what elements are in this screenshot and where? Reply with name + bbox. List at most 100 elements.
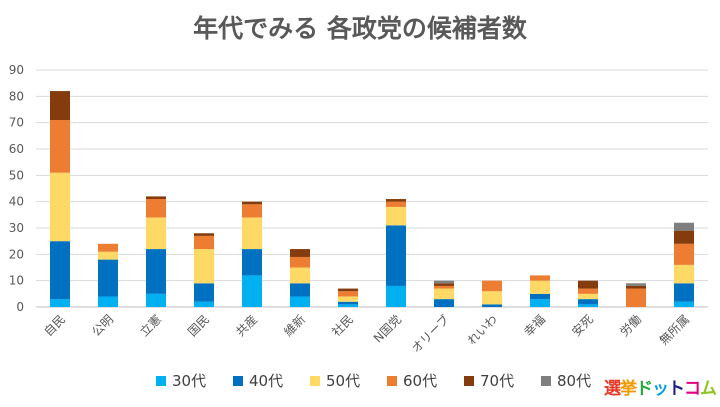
bar-segment <box>674 222 694 231</box>
bar-segment <box>434 288 454 300</box>
y-tick-label: 90 <box>9 63 24 77</box>
bar-segment <box>386 201 406 207</box>
x-tick-label: 安死 <box>569 312 597 340</box>
bar-segment <box>626 283 646 286</box>
bar-segment <box>530 275 550 281</box>
y-tick-label: 20 <box>9 247 24 261</box>
bar-segment <box>290 249 310 257</box>
y-tick-label: 40 <box>9 195 24 209</box>
bar-segment <box>290 296 310 307</box>
x-tick-label: 労働 <box>617 312 644 339</box>
x-tick-label: 立憲 <box>137 312 165 340</box>
bar-segment <box>338 288 358 292</box>
bar-segment <box>434 299 454 307</box>
bar-segment <box>146 249 166 294</box>
bar-segment <box>194 301 214 307</box>
bar-segment <box>434 280 454 284</box>
bar-segment <box>50 299 70 307</box>
bar-segment <box>146 293 166 307</box>
legend-label: 80代 <box>557 372 591 390</box>
legend-swatch <box>233 376 243 386</box>
logo-char: ド <box>636 378 653 399</box>
bar-segment <box>338 301 358 305</box>
legend-swatch <box>464 376 474 386</box>
y-tick-label: 60 <box>9 142 24 156</box>
bar-segment <box>578 304 598 307</box>
y-tick-label: 50 <box>9 168 24 182</box>
x-tick-label: れいわ <box>465 312 500 347</box>
bar-segment <box>194 283 214 302</box>
bar-segment <box>242 217 262 250</box>
bar-segment <box>50 91 70 121</box>
bar-segment <box>482 280 502 292</box>
x-tick-label: オリーブ <box>408 312 452 356</box>
legend-label: 30代 <box>172 372 206 390</box>
bar-segment <box>338 291 358 297</box>
x-tick-label: 維新 <box>281 312 309 340</box>
logo-char: 挙 <box>620 378 637 399</box>
bar-segment <box>98 296 118 307</box>
bar-segment <box>338 304 358 307</box>
legend-label: 60代 <box>403 372 437 390</box>
bar-segment <box>194 233 214 236</box>
bar-segment <box>482 304 502 307</box>
x-tick-label: 公明 <box>89 312 116 339</box>
bars <box>50 91 694 307</box>
bar-segment <box>674 283 694 302</box>
bar-segment <box>386 225 406 286</box>
bar-segment <box>578 288 598 294</box>
bar-segment <box>242 204 262 218</box>
x-tick-label: 社民 <box>329 312 357 340</box>
x-tick-label: N国党 <box>370 312 404 346</box>
bar-segment <box>626 288 646 307</box>
bar-segment <box>530 293 550 300</box>
legend-label: 40代 <box>249 372 283 390</box>
bar-segment <box>674 230 694 244</box>
bar-segment <box>146 196 166 200</box>
bar-segment <box>50 172 70 242</box>
bar-segment <box>530 299 550 307</box>
bar-segment <box>242 275 262 307</box>
bar-segment <box>290 267 310 284</box>
logo-char: ッ <box>652 378 669 399</box>
x-tick-label: 自民 <box>41 312 68 339</box>
legend: 30代 40代 50代 60代 70代 80代 <box>156 372 591 390</box>
logo-char: ト <box>668 378 685 399</box>
bar-segment <box>194 249 214 284</box>
bar-segment <box>50 241 70 300</box>
y-tick-label: 80 <box>9 89 24 103</box>
bar-segment <box>578 293 598 300</box>
site-logo: 選挙ドットコム <box>604 372 717 400</box>
legend-swatch <box>156 376 166 386</box>
bar-segment <box>434 285 454 289</box>
y-tick-label: 70 <box>9 116 24 130</box>
x-axis-ticks: 自民 公明 立憲 国民 共産 維新 社民 N国党 オリーブ れいわ 幸福 安死 労働 無所属 <box>41 312 692 356</box>
logo-char: コ <box>684 378 701 399</box>
legend-swatch <box>310 376 320 386</box>
x-tick-label: 無所属 <box>656 312 692 348</box>
logo-char: ム <box>700 378 717 399</box>
bar-segment <box>386 206 406 226</box>
x-tick-label: 国民 <box>185 312 212 339</box>
bar-segment <box>674 243 694 265</box>
bar-segment <box>386 285 406 307</box>
chart-title: 年代でみる 各政党の候補者数 <box>193 14 528 43</box>
bar-segment <box>674 301 694 307</box>
bar-segment <box>98 251 118 260</box>
y-tick-label: 30 <box>9 221 24 235</box>
bar-segment <box>530 280 550 294</box>
bar-segment <box>146 217 166 250</box>
bar-segment <box>146 199 166 218</box>
bar-segment <box>98 259 118 297</box>
bar-segment <box>290 256 310 268</box>
logo-char: 選 <box>604 378 621 399</box>
bar-segment <box>482 291 502 305</box>
x-tick-label: 幸福 <box>521 312 549 340</box>
bar-segment <box>578 280 598 289</box>
bar-segment <box>578 299 598 305</box>
bar-segment <box>98 243 118 252</box>
bar-segment <box>338 296 358 302</box>
bar-segment <box>434 283 454 286</box>
